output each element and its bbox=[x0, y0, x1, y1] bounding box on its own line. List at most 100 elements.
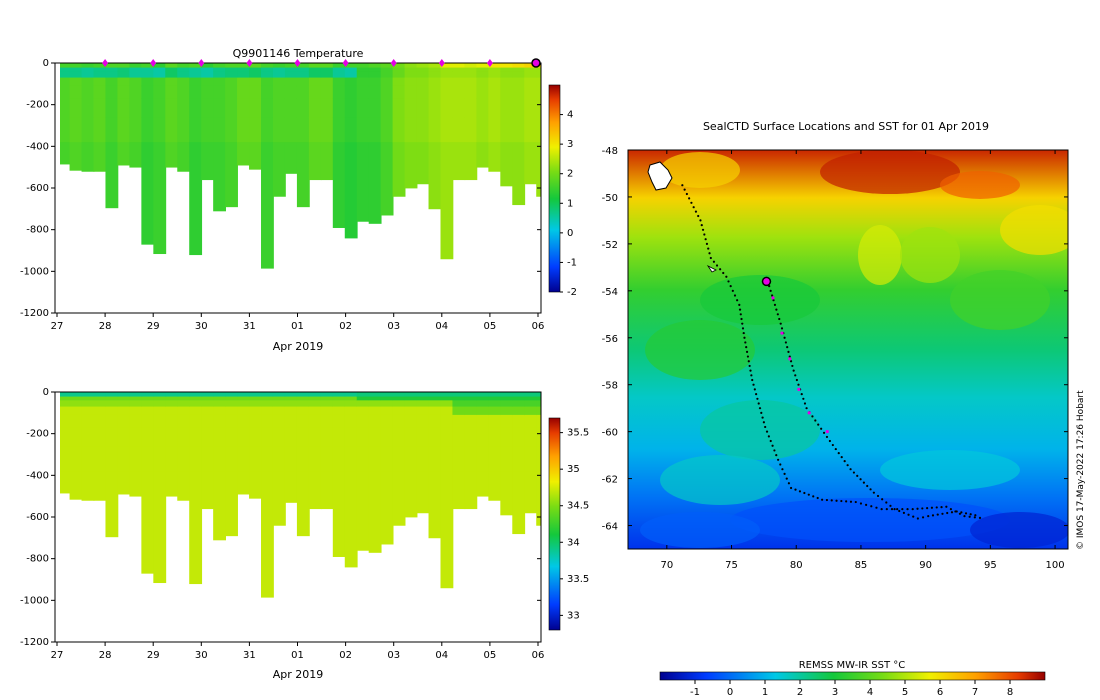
heatmap-cell bbox=[308, 392, 322, 395]
heatmap-cell bbox=[249, 406, 262, 416]
heatmap-cell bbox=[165, 85, 179, 99]
x-tick-label: 02 bbox=[339, 650, 352, 661]
track-point bbox=[704, 238, 707, 241]
heatmap-cell bbox=[488, 142, 502, 172]
x-tick-label: 95 bbox=[984, 560, 997, 571]
heatmap-cell bbox=[500, 63, 514, 66]
track-point bbox=[816, 496, 819, 500]
current-position-marker bbox=[761, 276, 772, 287]
track-point bbox=[902, 511, 906, 514]
heatmap-cell bbox=[428, 142, 442, 210]
heatmap-cell bbox=[93, 427, 107, 447]
heatmap-cell bbox=[237, 400, 250, 407]
heatmap-cell bbox=[476, 427, 490, 447]
track-point bbox=[762, 421, 765, 424]
heatmap-cell bbox=[177, 406, 191, 416]
heatmap-cell bbox=[81, 392, 95, 395]
heatmap-cell bbox=[536, 117, 541, 143]
heatmap-cell bbox=[512, 446, 526, 472]
track-point bbox=[931, 514, 935, 517]
track-point bbox=[733, 294, 737, 297]
heatmap-cell bbox=[476, 446, 490, 472]
heatmap-cell bbox=[117, 471, 131, 495]
heatmap-cell bbox=[428, 98, 442, 118]
heatmap-cell bbox=[249, 392, 262, 395]
heatmap-cell bbox=[261, 446, 274, 472]
heatmap-cell bbox=[416, 77, 430, 87]
heatmap-cell bbox=[141, 471, 155, 574]
x-tick-label: 04 bbox=[435, 321, 448, 332]
heatmap-cell bbox=[404, 427, 418, 447]
heatmap-cell bbox=[189, 117, 203, 143]
heatmap-cell bbox=[536, 400, 541, 407]
y-tick-label: -62 bbox=[602, 475, 618, 486]
heatmap-cell bbox=[452, 396, 466, 401]
heatmap-cell bbox=[416, 393, 430, 397]
heatmap-cell bbox=[60, 406, 73, 416]
track-point bbox=[912, 515, 915, 518]
heatmap-cell bbox=[440, 67, 454, 72]
map-axes: 70 75 80 85 90 95 100 -48 -50 -52 -54 -56 -58 -60 -62 -… bbox=[602, 146, 1068, 571]
heatmap-cell bbox=[524, 117, 538, 143]
track-point bbox=[859, 478, 862, 481]
heatmap-cell bbox=[189, 427, 203, 447]
heatmap-cell bbox=[237, 471, 250, 495]
track-point bbox=[794, 374, 797, 377]
track-point bbox=[811, 415, 814, 418]
sst-map-panel: SealCTD Surface Locations and SST for 01… bbox=[602, 120, 1086, 698]
heatmap-cell bbox=[368, 400, 382, 407]
heatmap-cell bbox=[500, 117, 514, 143]
heatmap-cell bbox=[153, 67, 167, 72]
track-point bbox=[700, 224, 703, 227]
heatmap-cell bbox=[308, 446, 322, 472]
heatmap-cell bbox=[225, 117, 238, 143]
heatmap-cell bbox=[284, 393, 298, 397]
heatmap-cell bbox=[416, 406, 430, 416]
colorbar-tick-label: 8 bbox=[1007, 687, 1013, 698]
heatmap-cell bbox=[189, 471, 203, 585]
heatmap-cell bbox=[213, 393, 226, 397]
track-point bbox=[885, 508, 888, 511]
heatmap-cell bbox=[153, 471, 167, 584]
track-point bbox=[854, 500, 857, 504]
heatmap-cell bbox=[452, 400, 466, 407]
heatmap-cell bbox=[344, 396, 358, 401]
track-point bbox=[969, 513, 972, 516]
track-point bbox=[812, 495, 815, 498]
heatmap-cell bbox=[225, 67, 238, 72]
heatmap-cell bbox=[500, 471, 514, 516]
heatmap-cell bbox=[284, 64, 298, 68]
track-point bbox=[712, 260, 716, 263]
heatmap-cell bbox=[536, 414, 541, 428]
heatmap-cell bbox=[93, 117, 107, 143]
heatmap-cell bbox=[464, 392, 478, 395]
recent-track-point bbox=[797, 387, 801, 391]
map-title: SealCTD Surface Locations and SST for 01… bbox=[703, 120, 989, 133]
track-point bbox=[780, 327, 784, 330]
heatmap-cell bbox=[201, 392, 215, 395]
heatmap-cell bbox=[177, 471, 191, 501]
heatmap-cell bbox=[464, 393, 478, 397]
track-point bbox=[715, 264, 719, 267]
heatmap-cell bbox=[380, 64, 394, 68]
sst-patch bbox=[660, 152, 740, 188]
heatmap-cell bbox=[129, 67, 143, 72]
colorbar-tick-label: 4 bbox=[567, 110, 573, 121]
heatmap-cell bbox=[117, 414, 131, 428]
heatmap-cell bbox=[129, 71, 143, 78]
heatmap-cell bbox=[261, 67, 274, 72]
x-tick-label: 05 bbox=[484, 650, 497, 661]
heatmap-cell bbox=[284, 414, 298, 428]
heatmap-cell bbox=[117, 71, 131, 78]
heatmap-cell bbox=[500, 71, 514, 78]
heatmap-cell bbox=[452, 427, 466, 447]
heatmap-cell bbox=[69, 400, 83, 407]
heatmap-cell bbox=[416, 63, 430, 66]
heatmap-cell bbox=[129, 142, 143, 168]
heatmap-cell bbox=[404, 71, 418, 78]
heatmap-cell bbox=[428, 85, 442, 99]
heatmap-cell bbox=[500, 77, 514, 87]
salinity-colorbar bbox=[548, 417, 561, 631]
y-tick-label: -600 bbox=[26, 183, 49, 194]
heatmap-cell bbox=[249, 142, 262, 170]
